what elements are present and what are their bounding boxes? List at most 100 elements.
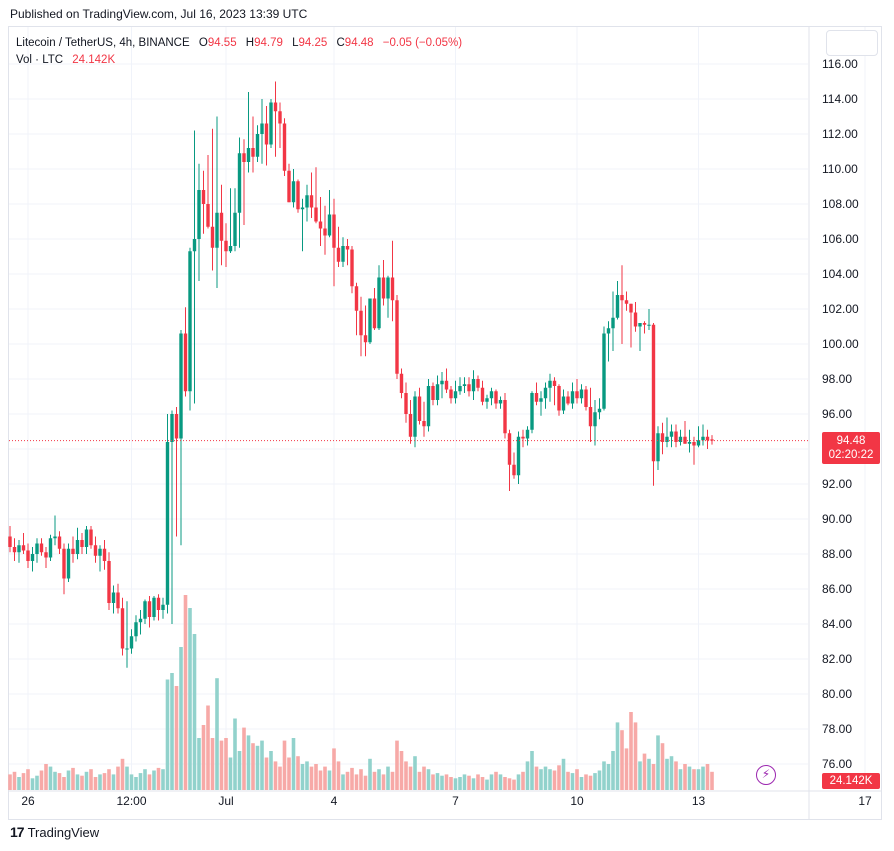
volume-bar <box>503 777 507 790</box>
candle-body <box>629 303 633 313</box>
candle-body <box>705 436 710 441</box>
volume-bar <box>377 769 381 790</box>
candle-body <box>633 312 638 327</box>
volume-bar <box>53 771 57 790</box>
x-tick-label: 4 <box>331 794 338 808</box>
open-value: 94.55 <box>207 37 237 49</box>
candle-body <box>278 111 282 124</box>
candle-body <box>332 214 336 248</box>
volume-bar <box>566 771 570 790</box>
volume-bar <box>606 764 611 790</box>
volume-bar <box>404 761 408 790</box>
low-label: L <box>292 37 299 49</box>
volume-bar <box>26 769 30 790</box>
candle-body <box>651 324 656 462</box>
y-tick-label: 102.00 <box>822 302 859 316</box>
scale-settings-button[interactable] <box>826 30 878 56</box>
candle-body <box>404 393 408 414</box>
candle-body <box>521 436 525 439</box>
candle-body <box>287 170 291 203</box>
y-tick-label: 90.00 <box>822 512 852 526</box>
volume-bar <box>611 751 615 790</box>
candle-body <box>44 552 48 558</box>
candle-body <box>570 391 575 404</box>
x-tick-label: 26 <box>21 794 35 808</box>
candle-body <box>701 436 705 441</box>
y-tick-label: 104.00 <box>822 267 859 281</box>
lightning-icon[interactable]: ⚡ <box>756 765 776 785</box>
candle-body <box>665 436 669 442</box>
bar-countdown: 02:20:22 <box>828 449 874 461</box>
candle-body <box>386 277 390 299</box>
change-value: −0.05 (−0.05%) <box>382 37 463 49</box>
volume-bar <box>233 718 237 790</box>
volume-bar <box>368 758 372 790</box>
volume-bar <box>201 725 206 790</box>
volume-bar <box>363 775 368 790</box>
candle-body <box>89 529 93 546</box>
volume-bar <box>471 778 476 790</box>
volume-bar <box>183 595 188 790</box>
candle-body <box>282 123 287 171</box>
candle-body <box>669 431 674 437</box>
volume-bar <box>44 764 48 790</box>
volume-bar <box>296 756 300 790</box>
volume-bar <box>458 777 462 790</box>
candle-body <box>381 277 386 299</box>
candle-body <box>336 247 341 262</box>
candle-body <box>399 373 404 393</box>
volume-bar <box>62 777 66 790</box>
volume-bar <box>696 769 701 790</box>
candle-body <box>678 436 683 442</box>
y-tick-label: 106.00 <box>822 232 859 246</box>
volume-bar <box>327 770 332 790</box>
volume-bar <box>710 771 714 790</box>
candle-body <box>300 207 305 210</box>
volume-bar <box>692 769 696 790</box>
volume-bar <box>584 774 588 790</box>
candle-body <box>183 333 188 392</box>
volume-bar <box>683 764 687 790</box>
ohlc-line: Litecoin / TetherUS, 4h, BINANCE O94.55 … <box>16 35 462 52</box>
candle-body <box>39 543 44 553</box>
volume-bar <box>66 770 71 790</box>
volume-bar <box>507 778 512 790</box>
volume-bar <box>57 773 62 790</box>
candle-body <box>120 608 125 649</box>
candle-body <box>476 379 480 388</box>
chart-frame[interactable] <box>8 26 882 820</box>
volume-bar <box>161 769 165 790</box>
candle-body <box>593 412 597 427</box>
candle-body <box>143 601 147 619</box>
volume-bar <box>674 761 678 790</box>
volume-bar <box>138 773 143 790</box>
candle-body <box>62 548 66 579</box>
candle-body <box>674 431 678 442</box>
volume-bar <box>39 770 44 790</box>
candle-body <box>228 246 233 252</box>
volume-bar <box>444 774 449 790</box>
candle-body <box>471 379 476 392</box>
candle-body <box>201 190 206 204</box>
x-tick-label: 12:00 <box>116 794 146 808</box>
volume-bar <box>575 769 579 790</box>
volume-bar <box>687 766 692 790</box>
volume-bar <box>453 778 458 790</box>
volume-bar <box>8 774 12 790</box>
volume-bar <box>615 722 620 790</box>
candle-body <box>611 317 615 329</box>
volume-bar <box>242 727 246 790</box>
candle-body <box>156 597 161 610</box>
candle-body <box>647 324 651 326</box>
volume-bar <box>372 771 377 790</box>
candle-body <box>80 540 84 547</box>
volume-bar <box>602 761 606 790</box>
candle-body <box>318 221 323 229</box>
candle-body <box>255 134 260 157</box>
volume-bar <box>525 761 530 790</box>
candle-body <box>588 407 593 427</box>
candle-body <box>584 389 588 407</box>
candle-body <box>35 543 39 554</box>
volume-bar <box>309 766 314 790</box>
